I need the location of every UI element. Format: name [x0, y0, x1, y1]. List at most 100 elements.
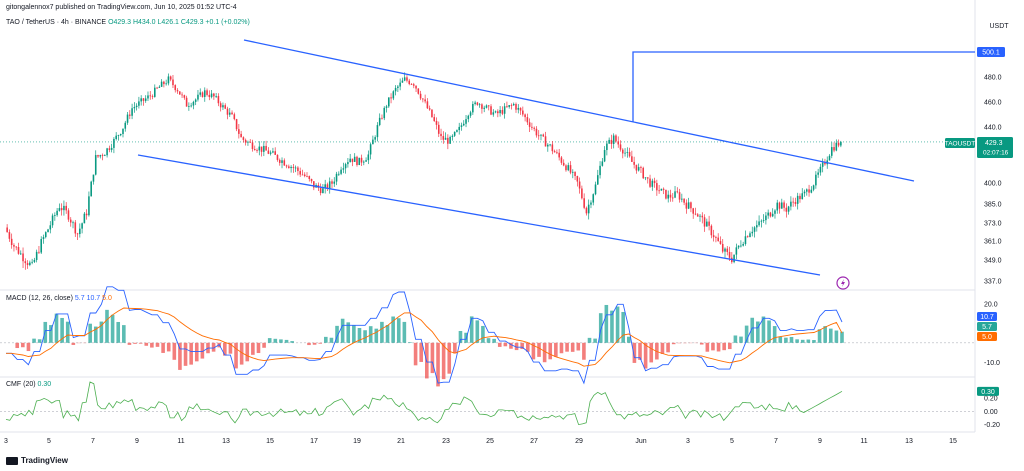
candle-body[interactable] [363, 161, 365, 163]
candle-body[interactable] [42, 237, 45, 240]
candle-body[interactable] [394, 87, 397, 92]
candle-body[interactable] [129, 114, 131, 116]
candle-body[interactable] [547, 144, 549, 147]
candle-body[interactable] [719, 241, 722, 244]
target-price-tag[interactable] [977, 47, 1005, 57]
candle-body[interactable] [458, 126, 461, 131]
candle-body[interactable] [762, 220, 765, 221]
candle-body[interactable] [335, 173, 338, 182]
candle-body[interactable] [185, 97, 188, 107]
candle-body[interactable] [758, 221, 760, 226]
candle-body[interactable] [267, 150, 270, 154]
candle-body[interactable] [101, 155, 104, 156]
candle-body[interactable] [274, 151, 276, 155]
candle-body[interactable] [522, 110, 524, 115]
candle-body[interactable] [437, 124, 440, 134]
candle-body[interactable] [651, 180, 654, 187]
candle-body[interactable] [372, 139, 374, 145]
candle-body[interactable] [424, 99, 426, 102]
candle-body[interactable] [671, 197, 674, 199]
candle-body[interactable] [367, 154, 370, 161]
candle-body[interactable] [837, 142, 840, 146]
candle-body[interactable] [353, 156, 356, 162]
candle-body[interactable] [35, 251, 38, 260]
candle-body[interactable] [19, 253, 22, 255]
candle-body[interactable] [596, 175, 599, 185]
candle-body[interactable] [615, 135, 617, 142]
candle-body[interactable] [701, 215, 704, 218]
candle-body[interactable] [360, 157, 363, 163]
candle-body[interactable] [92, 174, 95, 182]
candle-body[interactable] [790, 201, 792, 207]
candle-body[interactable] [192, 101, 195, 106]
candle-body[interactable] [328, 181, 331, 189]
candle-body[interactable] [628, 152, 631, 157]
candle-body[interactable] [174, 85, 177, 91]
candle-body[interactable] [181, 94, 183, 96]
candle-body[interactable] [15, 246, 18, 248]
candle-body[interactable] [203, 90, 206, 97]
candle-body[interactable] [149, 95, 152, 97]
time-axis[interactable]: 3 5 7 9 11 13 15 17 19 21 23 25 27 29 Jun 3 5 7 9 11 13 15 [4, 438, 957, 445]
candle-body[interactable] [460, 125, 463, 127]
candle-body[interactable] [158, 86, 161, 88]
candle-body[interactable] [499, 110, 501, 114]
cmf-pane[interactable]: 0.20 0.00 -0.20 0.30 [0, 381, 1000, 429]
candle-body[interactable] [478, 104, 481, 106]
candle-body[interactable] [556, 152, 558, 154]
candle-body[interactable] [526, 117, 529, 123]
candle-body[interactable] [769, 212, 772, 217]
candle-body[interactable] [592, 194, 595, 203]
candle-body[interactable] [685, 202, 688, 209]
candle-body[interactable] [435, 120, 438, 125]
candle-body[interactable] [583, 198, 585, 208]
candle-body[interactable] [313, 181, 315, 188]
candle-body[interactable] [138, 101, 140, 106]
candle-body[interactable] [510, 105, 513, 106]
candle-body[interactable] [417, 88, 420, 94]
candle-body[interactable] [167, 76, 170, 84]
candle-body[interactable] [79, 228, 81, 235]
candle-body[interactable] [658, 190, 660, 192]
candle-body[interactable] [833, 147, 835, 151]
candle-body[interactable] [278, 159, 281, 163]
candle-body[interactable] [38, 251, 40, 253]
candle-body[interactable] [49, 225, 52, 230]
channel-lower-line[interactable] [137, 154, 821, 276]
candle-body[interactable] [578, 181, 581, 189]
candle-body[interactable] [465, 119, 467, 124]
macd-value-tag[interactable] [977, 312, 997, 321]
candle-body[interactable] [649, 178, 651, 187]
candle-body[interactable] [172, 79, 174, 86]
candle-body[interactable] [303, 174, 306, 177]
candle-body[interactable] [515, 103, 517, 110]
candle-body[interactable] [24, 261, 27, 264]
candle-body[interactable] [349, 158, 351, 163]
candle-body[interactable] [126, 114, 129, 123]
candle-body[interactable] [154, 87, 156, 97]
candle-body[interactable] [44, 232, 47, 238]
candle-body[interactable] [751, 231, 754, 234]
candle-body[interactable] [490, 106, 492, 115]
candle-body[interactable] [415, 85, 417, 89]
candle-body[interactable] [642, 167, 645, 179]
candle-body[interactable] [662, 188, 665, 190]
candle-body[interactable] [226, 108, 229, 115]
candle-body[interactable] [99, 155, 102, 157]
candle-body[interactable] [690, 202, 692, 209]
candle-body[interactable] [224, 105, 227, 109]
candle-body[interactable] [197, 94, 199, 100]
candle-body[interactable] [142, 98, 145, 101]
candle-body[interactable] [506, 106, 508, 108]
symbol-name[interactable]: TAO / TetherUS · 4h · BINANCE [6, 19, 107, 26]
candle-body[interactable] [97, 155, 99, 157]
candle-body[interactable] [617, 141, 620, 145]
candle-body[interactable] [467, 115, 470, 120]
candle-body[interactable] [817, 172, 819, 175]
candle-body[interactable] [603, 150, 606, 162]
candle-body[interactable] [133, 106, 136, 109]
candle-body[interactable] [715, 237, 717, 238]
candle-body[interactable] [215, 96, 217, 97]
candle-body[interactable] [365, 160, 367, 162]
candle-body[interactable] [803, 191, 806, 194]
